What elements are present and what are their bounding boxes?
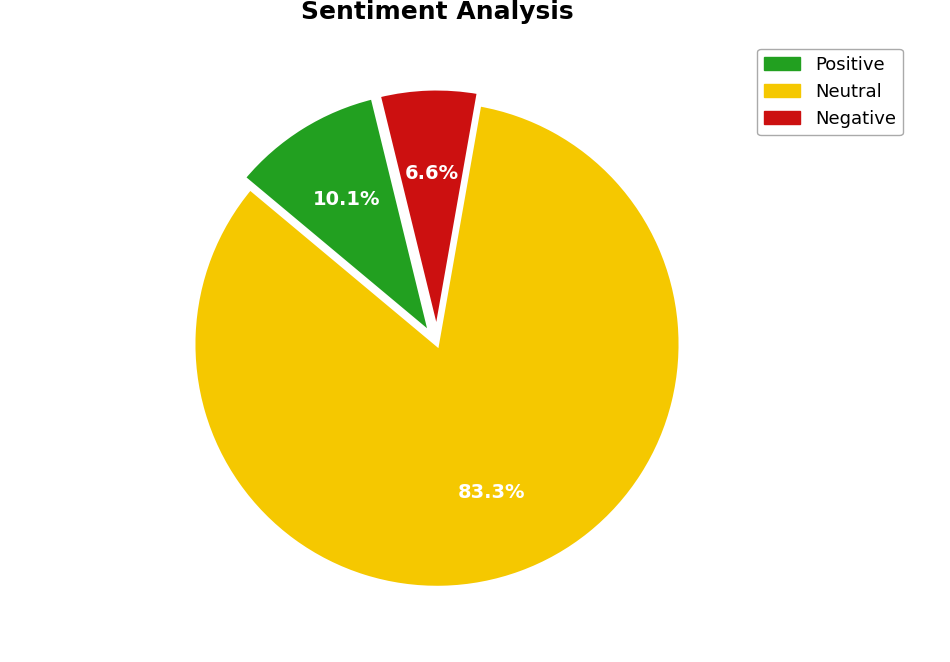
Wedge shape — [243, 97, 430, 334]
Text: 83.3%: 83.3% — [458, 483, 525, 502]
Title: Sentiment Analysis: Sentiment Analysis — [301, 0, 573, 24]
Text: 6.6%: 6.6% — [405, 164, 459, 183]
Legend: Positive, Neutral, Negative: Positive, Neutral, Negative — [757, 49, 903, 135]
Text: 10.1%: 10.1% — [314, 190, 381, 209]
Wedge shape — [194, 105, 680, 588]
Wedge shape — [379, 89, 479, 332]
